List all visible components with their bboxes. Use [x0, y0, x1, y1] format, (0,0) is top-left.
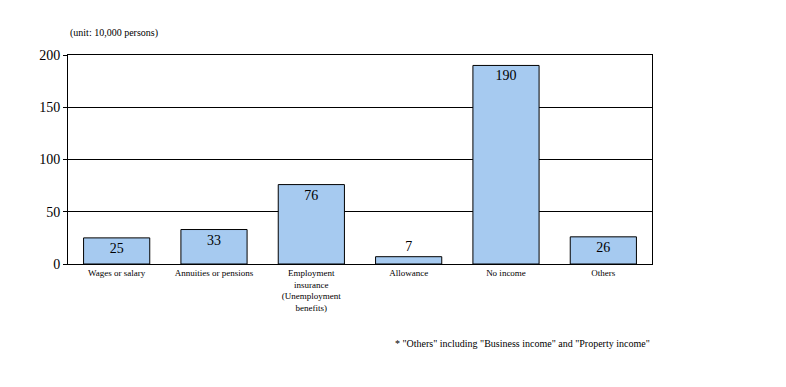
svg-text:190: 190 — [496, 68, 517, 83]
svg-text:Annuities or pensions: Annuities or pensions — [175, 268, 254, 278]
svg-text:0: 0 — [53, 257, 60, 272]
svg-text:200: 200 — [39, 48, 60, 63]
svg-text:Others: Others — [591, 268, 615, 278]
svg-text:Wages or salary: Wages or salary — [88, 268, 146, 278]
svg-text:Allowance: Allowance — [389, 268, 428, 278]
svg-text:7: 7 — [405, 239, 412, 254]
svg-text:(unit: 10,000 persons): (unit: 10,000 persons) — [70, 27, 158, 39]
svg-text:50: 50 — [46, 205, 60, 220]
svg-text:76: 76 — [304, 188, 318, 203]
svg-text:25: 25 — [110, 241, 124, 256]
svg-text:100: 100 — [39, 152, 60, 167]
svg-text:* "Others" including "Business: * "Others" including "Business income" a… — [395, 338, 650, 349]
svg-text:150: 150 — [39, 100, 60, 115]
svg-text:33: 33 — [207, 233, 221, 248]
svg-text:No income: No income — [486, 268, 526, 278]
svg-text:Employmentinsurance(Unemployme: Employmentinsurance(Unemploymentbenefits… — [282, 268, 341, 313]
svg-text:26: 26 — [596, 240, 610, 255]
